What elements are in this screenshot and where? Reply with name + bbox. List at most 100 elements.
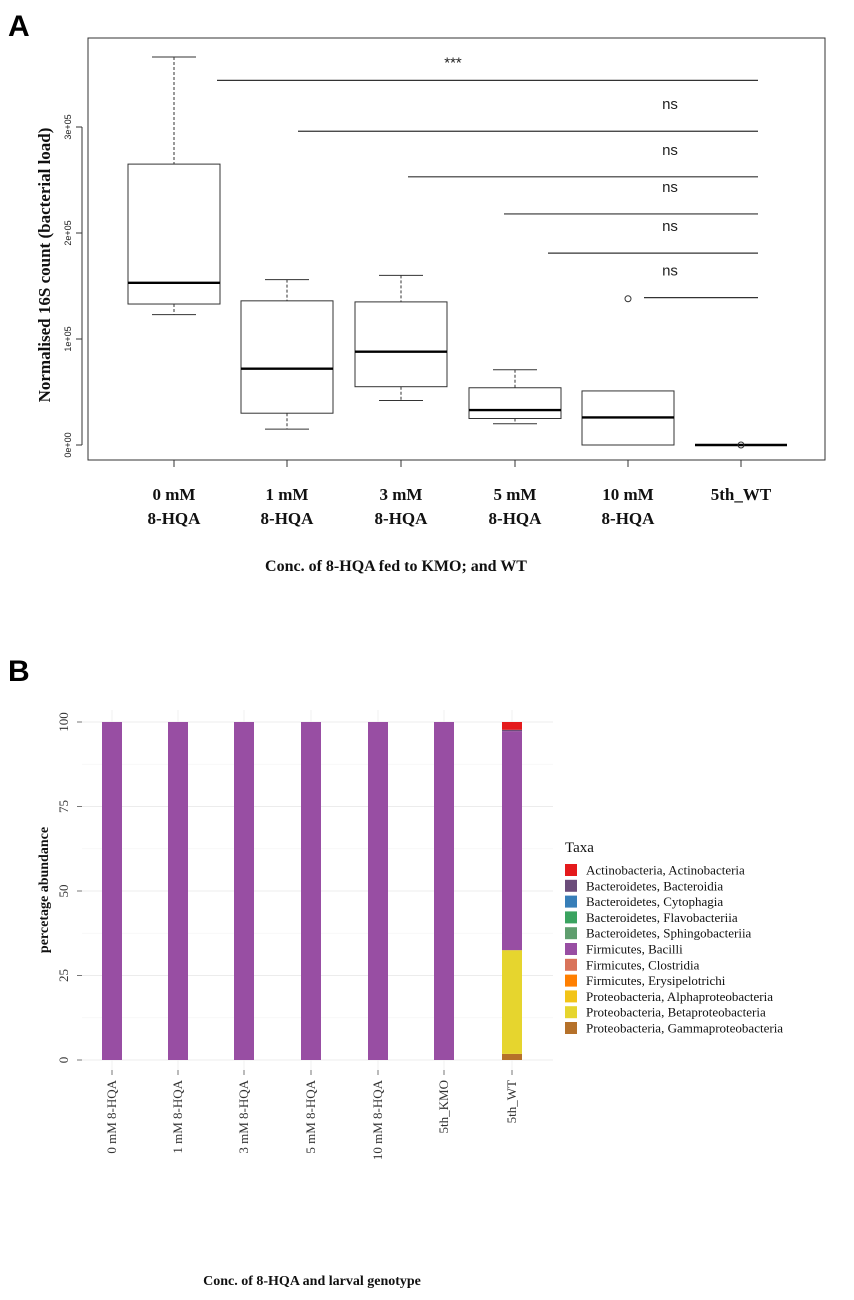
x-tick-label: 1 mM 8-HQA <box>170 1079 185 1153</box>
x-tick-label: 8-HQA <box>602 509 656 528</box>
y-tick-label: 25 <box>56 969 71 982</box>
x-axis-title: Conc. of 8-HQA and larval genotype <box>203 1274 421 1289</box>
x-tick-label: 0 mM <box>153 485 196 504</box>
legend-swatch <box>565 974 577 987</box>
significance-label: ns <box>662 142 678 159</box>
panel-label-a: A <box>8 10 30 43</box>
legend-swatch <box>565 895 577 908</box>
bar-4 <box>368 722 388 1060</box>
x-tick-label: 8-HQA <box>148 509 202 528</box>
x-tick-label: 1 mM <box>266 485 309 504</box>
bar-1 <box>168 722 188 1060</box>
legend-swatch <box>565 958 577 971</box>
legend-swatch <box>565 943 577 955</box>
x-tick-label: 8-HQA <box>489 509 543 528</box>
significance-label: ns <box>662 263 678 280</box>
x-tick-label: 10 mM <box>602 485 653 504</box>
legend-label: Firmicutes, Erysipelotrichi <box>586 973 726 988</box>
y-tick-label: 2e+05 <box>63 220 73 245</box>
legend-swatch <box>565 911 577 924</box>
bar-2 <box>234 722 254 1060</box>
legend-label: Proteobacteria, Alphaproteobacteria <box>586 989 773 1004</box>
box-3 <box>468 369 562 425</box>
bar-segment <box>502 729 522 732</box>
legend-swatch <box>565 990 577 1003</box>
legend-title: Taxa <box>565 840 594 856</box>
legend-swatch <box>565 1022 577 1034</box>
bar-segment <box>168 722 188 1060</box>
iqr-box <box>468 387 562 420</box>
legend-label: Proteobacteria, Gammaproteobacteria <box>586 1021 783 1036</box>
x-axis-title: Conc. of 8-HQA fed to KMO; and WT <box>265 558 527 575</box>
panel-label-b: B <box>8 655 30 688</box>
legend-label: Bacteroidetes, Cytophagia <box>586 894 723 909</box>
bar-segment <box>368 722 388 1060</box>
y-axis-title: Normalised 16S count (bacterial load) <box>35 128 54 403</box>
box-2 <box>354 274 448 401</box>
legend-label: Firmicutes, Clostridia <box>586 957 700 972</box>
legend-swatch <box>565 879 577 892</box>
bar-segment <box>502 950 522 1054</box>
legend-item: Firmicutes, Clostridia <box>565 957 700 972</box>
y-tick-label: 1e+05 <box>63 326 73 351</box>
legend-item: Bacteroidetes, Cytophagia <box>565 894 723 909</box>
bar-segment <box>301 722 321 1060</box>
outlier-point <box>737 441 745 449</box>
bar-0 <box>102 722 122 1060</box>
x-tick-label: 3 mM 8-HQA <box>236 1079 251 1153</box>
legend-item: Bacteroidetes, Sphingobacteriia <box>565 926 752 941</box>
significance-label: *** <box>444 54 462 71</box>
legend-label: Firmicutes, Bacilli <box>586 942 683 957</box>
iqr-box <box>354 301 448 388</box>
legend-item: Proteobacteria, Alphaproteobacteria <box>565 989 773 1004</box>
x-tick-label: 5th_WT <box>504 1080 519 1123</box>
x-tick-label: 10 mM 8-HQA <box>370 1079 385 1160</box>
y-axis-title: percetage abundance <box>37 827 52 953</box>
legend-label: Bacteroidetes, Sphingobacteriia <box>586 926 752 941</box>
bar-segment <box>502 722 522 730</box>
bar-5 <box>434 722 454 1060</box>
bar-3 <box>301 722 321 1060</box>
y-tick-label: 0e+00 <box>63 432 73 457</box>
x-tick-label: 0 mM 8-HQA <box>104 1079 119 1153</box>
box-1 <box>240 279 334 430</box>
x-tick-label: 8-HQA <box>375 509 429 528</box>
y-tick-label: 50 <box>56 885 71 898</box>
x-tick-label: 5th_WT <box>711 485 772 504</box>
bar-segment <box>502 731 522 951</box>
y-tick-label: 75 <box>56 800 71 813</box>
bar-segment <box>434 722 454 1060</box>
legend-item: Bacteroidetes, Flavobacteriia <box>565 910 738 925</box>
iqr-box <box>127 163 221 305</box>
box-5 <box>695 441 787 449</box>
box-plot-chart: 0e+00 1e+05 2e+05 3e+05 Normalised 16S count… <box>35 37 826 575</box>
x-tick-label: 5th_KMO <box>436 1080 451 1133</box>
y-tick-label: 0 <box>56 1057 71 1064</box>
bar-6 <box>502 722 522 1060</box>
x-tick-label: 3 mM <box>380 485 423 504</box>
legend-item: Bacteroidetes, Bacteroidia <box>565 878 723 893</box>
significance-label: ns <box>662 218 678 235</box>
bar-segment <box>102 722 122 1060</box>
legend-swatch <box>565 864 577 876</box>
legend-label: Actinobacteria, Actinobacteria <box>586 863 745 878</box>
bar-segment <box>502 1053 522 1060</box>
x-tick-label: 5 mM <box>494 485 537 504</box>
legend-item: Firmicutes, Erysipelotrichi <box>565 973 726 988</box>
legend-item: Proteobacteria, Gammaproteobacteria <box>565 1021 783 1036</box>
significance-label: ns <box>662 96 678 113</box>
legend-item: Actinobacteria, Actinobacteria <box>565 863 745 878</box>
y-tick-label: 100 <box>56 712 71 732</box>
iqr-box <box>240 300 334 414</box>
box-0 <box>127 56 221 316</box>
legend-label: Bacteroidetes, Flavobacteriia <box>586 910 738 925</box>
legend-swatch <box>565 1006 577 1019</box>
legend-swatch <box>565 927 577 940</box>
outlier-point <box>624 295 632 303</box>
bar-segment <box>234 722 254 1060</box>
significance-label: ns <box>662 179 678 196</box>
legend-label: Proteobacteria, Betaproteobacteria <box>586 1005 766 1020</box>
legend-label: Bacteroidetes, Bacteroidia <box>586 878 723 893</box>
legend-item: Proteobacteria, Betaproteobacteria <box>565 1005 766 1020</box>
